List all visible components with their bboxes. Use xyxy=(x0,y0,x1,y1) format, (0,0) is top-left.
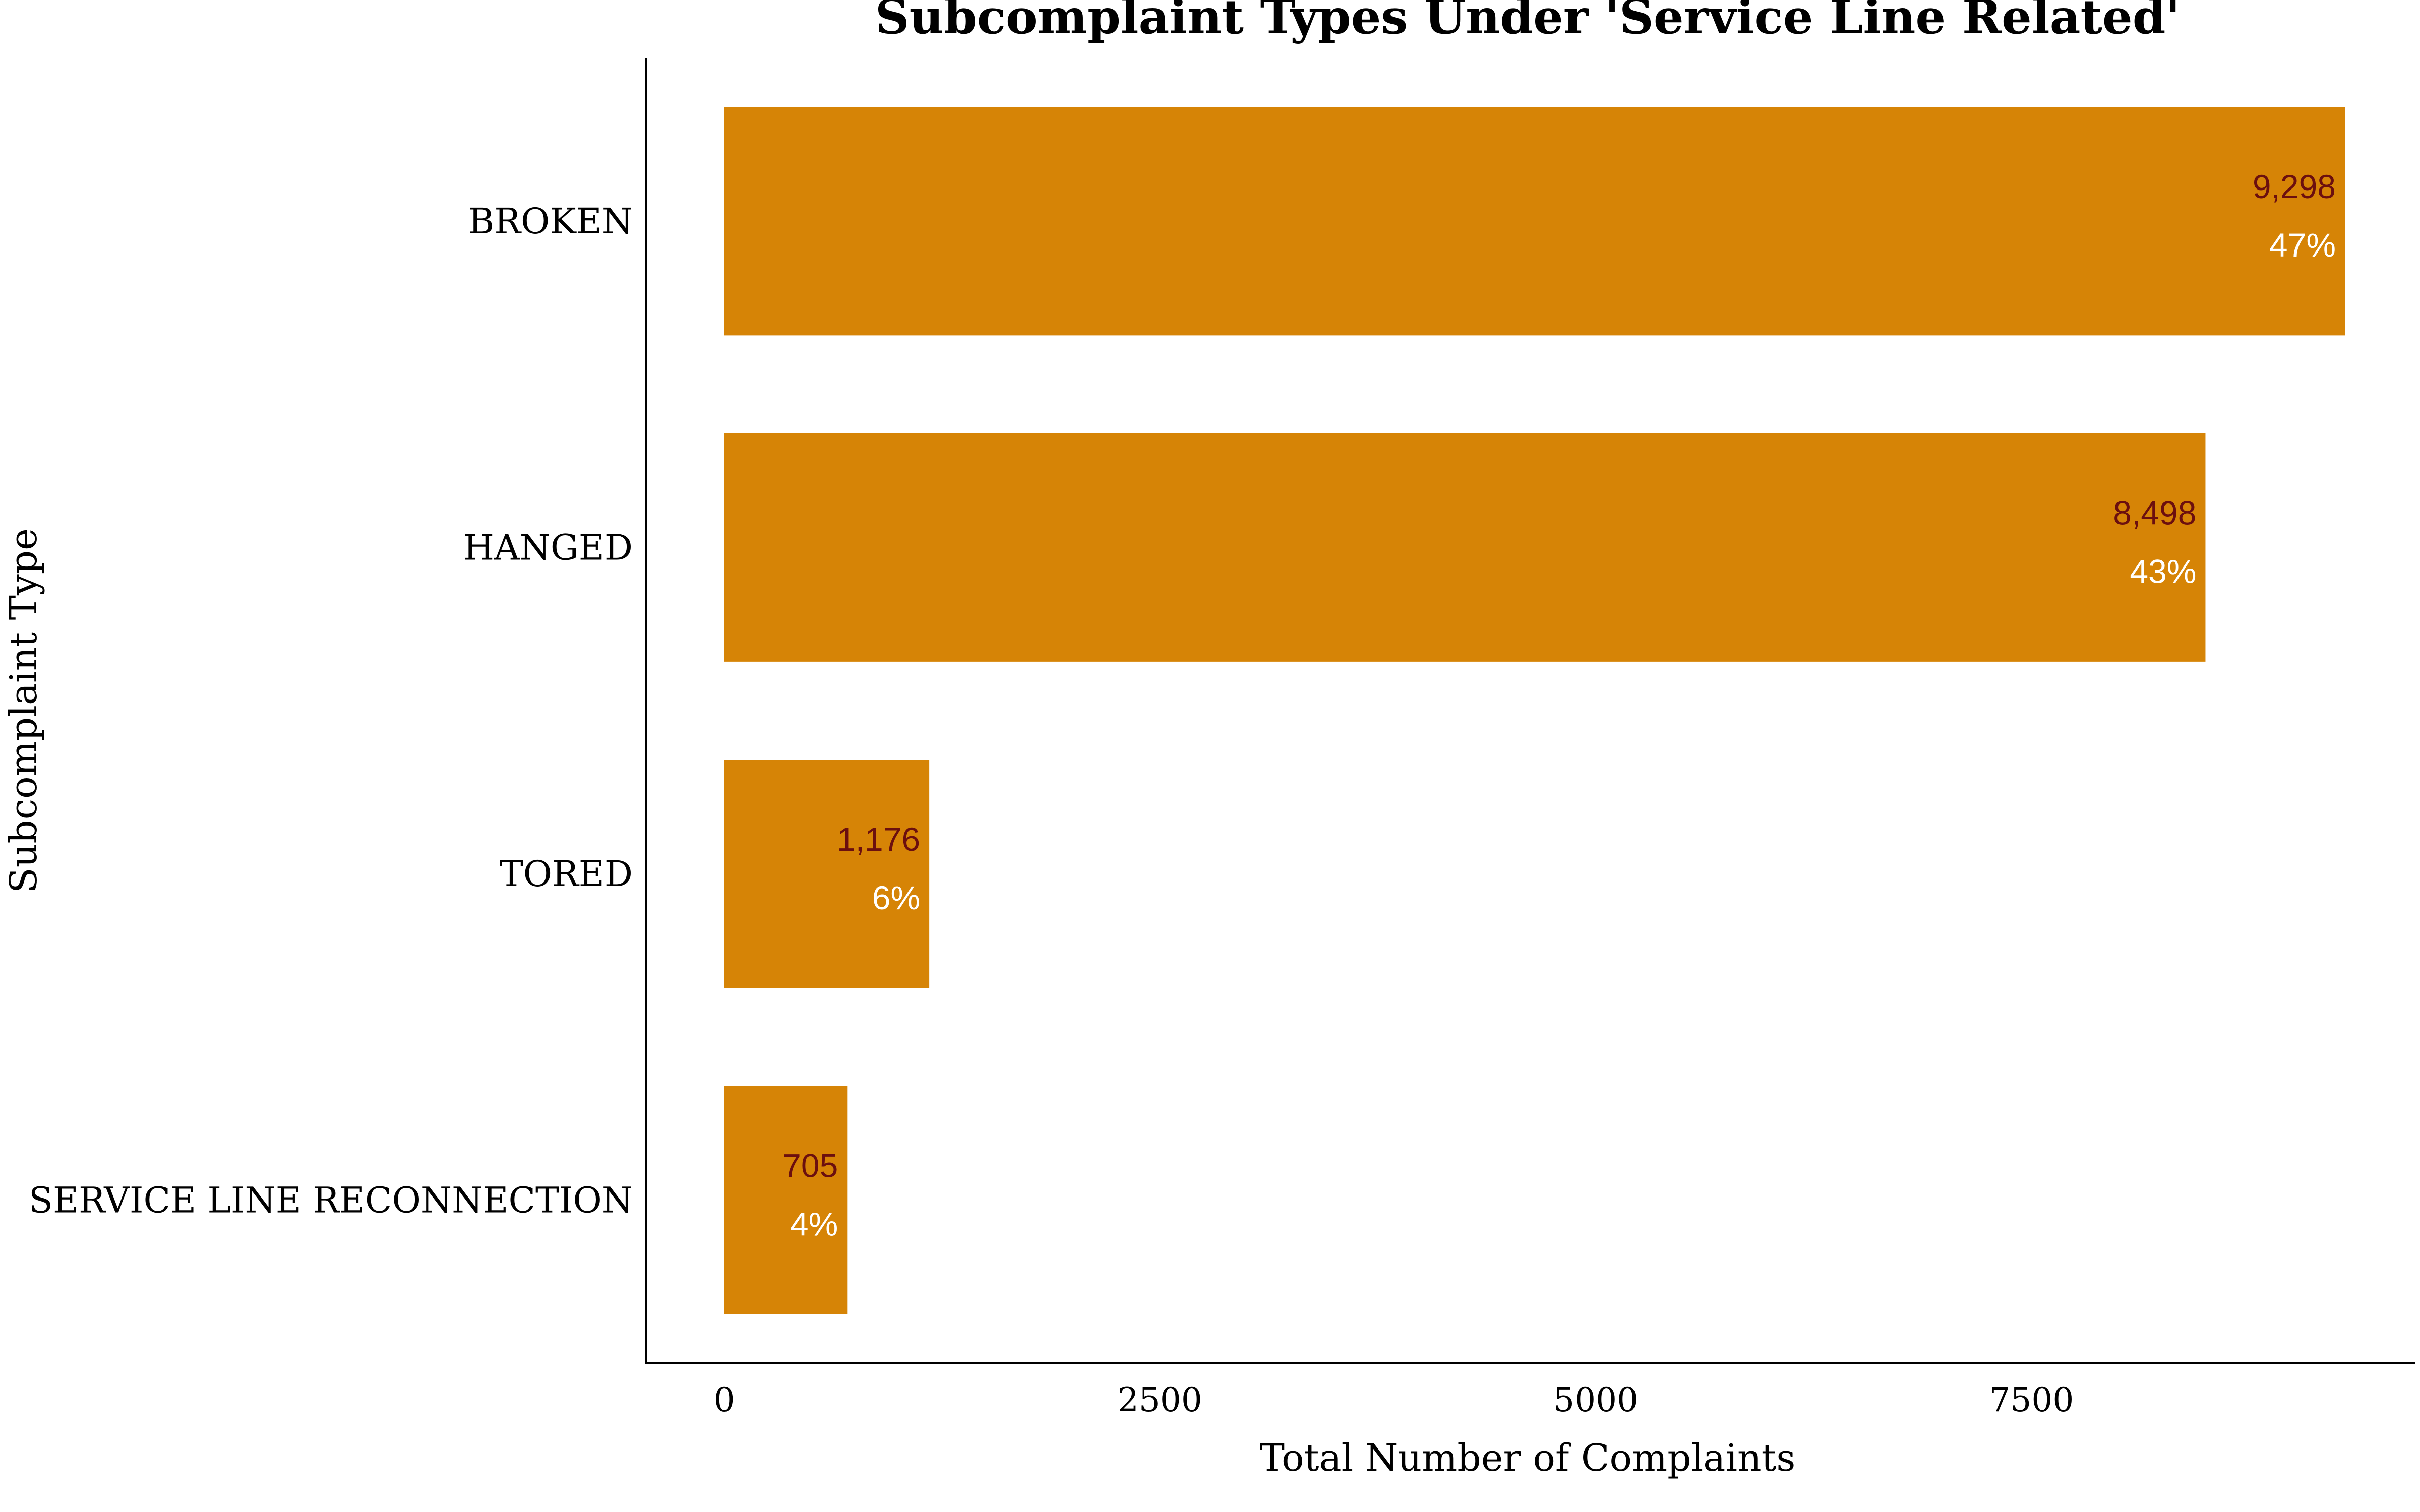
y-tick-label: TORED xyxy=(500,853,633,895)
y-tick-label: HANGED xyxy=(463,527,633,568)
bar-percent-label: 47% xyxy=(2269,226,2336,264)
bar-0 xyxy=(724,107,2345,336)
y-tick-label: BROKEN xyxy=(468,201,633,242)
bars-group xyxy=(724,107,2345,1314)
bar-labels: 9,298 47% 8,498 43% 1,176 6% 705 4% xyxy=(782,168,2336,1243)
bar-percent-label: 43% xyxy=(2130,552,2196,590)
x-axis-label: Total Number of Complaints xyxy=(1260,1436,1796,1480)
x-tick-labels: 0 2500 5000 7500 xyxy=(714,1380,2074,1419)
y-tick-labels: BROKEN HANGED TORED SERVICE LINE RECONNECTI… xyxy=(29,201,633,1221)
bar-value-label: 8,498 xyxy=(2113,494,2196,531)
x-tick-label: 7500 xyxy=(1989,1380,2074,1419)
y-tick-label: SERVICE LINE RECONNECTION xyxy=(29,1179,633,1221)
bar-2 xyxy=(724,760,930,988)
y-axis-label: Subcomplaint Type xyxy=(2,528,45,893)
chart-title: Subcomplaint Types Under 'Service Line R… xyxy=(875,0,2180,45)
bar-percent-label: 6% xyxy=(872,879,920,916)
x-tick-label: 5000 xyxy=(1553,1380,1638,1419)
bar-value-label: 1,176 xyxy=(837,821,920,858)
bar-value-label: 705 xyxy=(782,1147,838,1184)
bar-3 xyxy=(724,1086,848,1314)
x-tick-label: 0 xyxy=(714,1380,735,1419)
x-tick-label: 2500 xyxy=(1118,1380,1202,1419)
bar-1 xyxy=(724,433,2206,662)
bar-percent-label: 4% xyxy=(790,1205,838,1242)
bar-value-label: 9,298 xyxy=(2253,168,2336,205)
